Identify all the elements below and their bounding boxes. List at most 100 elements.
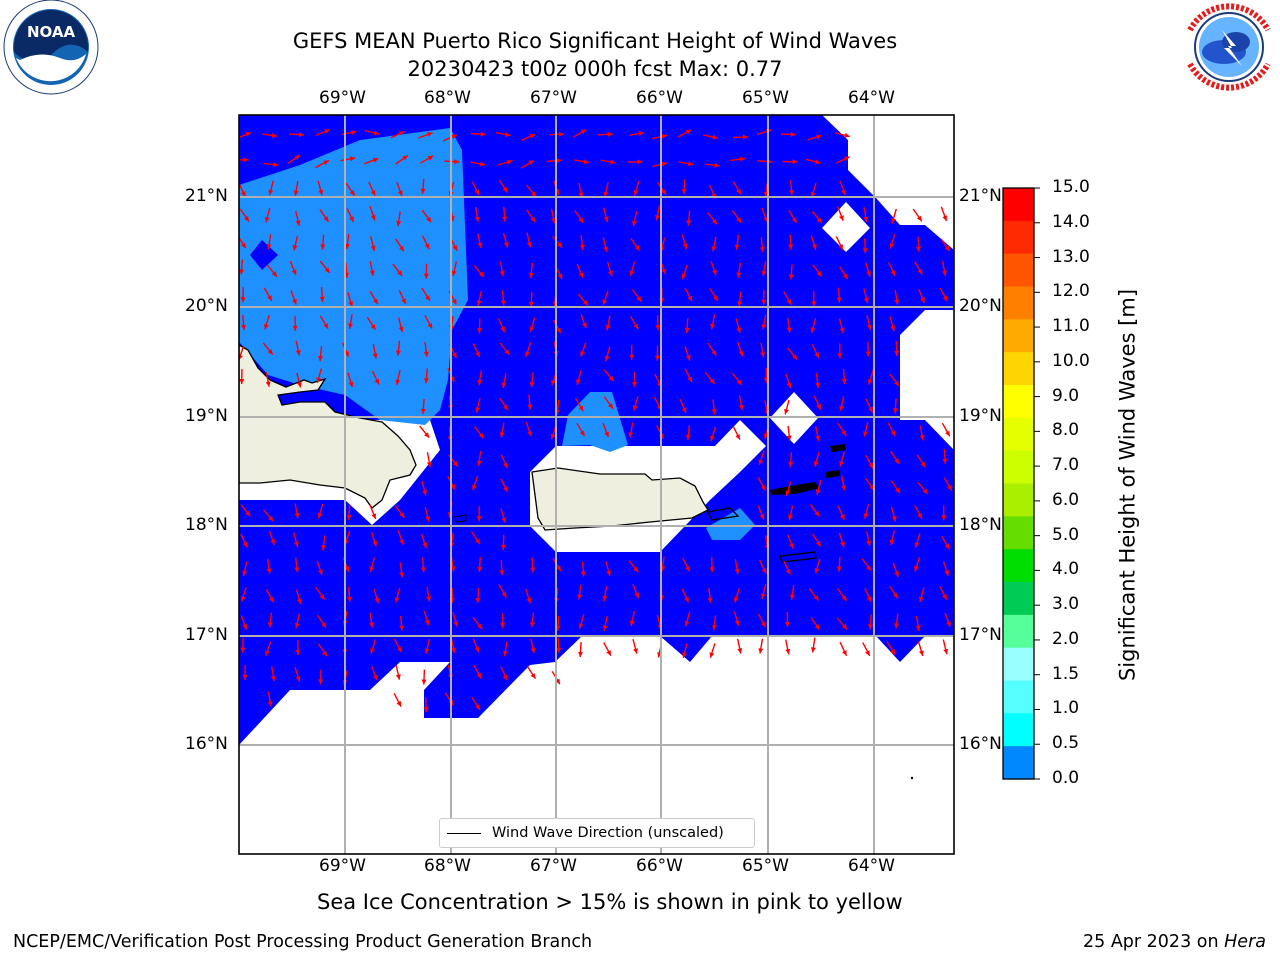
map-frame	[238, 114, 955, 855]
wave-direction-arrowhead	[687, 295, 692, 302]
wave-direction-arrowhead	[344, 351, 349, 357]
wave-direction-arrowhead	[323, 216, 329, 222]
wave-direction-arrowhead	[710, 323, 716, 330]
wave-direction-arrowhead	[398, 326, 404, 333]
wave-direction-arrowhead	[507, 159, 513, 165]
wave-direction-arrowhead	[735, 434, 740, 440]
wave-direction-arrowhead	[245, 132, 251, 137]
wave-direction-arrowhead	[480, 131, 486, 137]
wave-direction-arrowhead	[681, 407, 687, 413]
wave-direction-arrowhead	[241, 191, 246, 197]
wave-direction-arrowhead	[918, 596, 924, 602]
wave-direction-arrowhead	[890, 325, 896, 332]
wave-direction-arrowhead	[914, 542, 920, 548]
lon-label-top: 65°W	[742, 88, 789, 108]
wave-direction-arrowhead	[399, 625, 404, 631]
wave-direction-arrowhead	[787, 514, 793, 521]
wave-direction-arrowhead	[427, 132, 433, 137]
wave-direction-arrowhead	[346, 596, 352, 602]
wave-direction-arrowhead	[399, 512, 405, 518]
wave-direction-arrowhead	[320, 244, 326, 250]
wave-direction-arrowhead	[814, 624, 820, 630]
wave-direction-arrowhead	[915, 625, 921, 631]
wave-direction-arrowhead	[478, 271, 484, 277]
wave-direction-arrowhead	[318, 679, 324, 685]
wave-direction-arrowhead	[604, 355, 610, 362]
colorbar-tick-label: 4.0	[1052, 559, 1080, 580]
colorbar-tick-label: 0.5	[1052, 733, 1080, 754]
wave-direction-arrowhead	[685, 434, 691, 440]
wave-direction-arrowhead	[789, 189, 794, 196]
wave-direction-arrowhead	[742, 134, 749, 140]
lon-label-bottom: 69°W	[319, 856, 366, 876]
wave-direction-arrowhead	[891, 516, 897, 522]
wave-direction-arrowhead	[526, 597, 532, 604]
wave-direction-arrowhead	[682, 243, 688, 249]
wave-direction-arrowhead	[427, 323, 433, 329]
wave-direction-arrowhead	[550, 433, 556, 440]
wave-direction-arrowhead	[296, 598, 302, 604]
wave-direction-arrowhead	[712, 218, 718, 225]
wave-direction-arrowhead	[271, 271, 277, 277]
wave-direction-arrowhead	[865, 650, 870, 656]
wave-direction-arrowhead	[633, 190, 639, 196]
legend-label: Wind Wave Direction (unscaled)	[492, 825, 724, 841]
wave-direction-arrowhead	[891, 217, 896, 224]
wave-direction-arrowhead	[396, 646, 402, 653]
wave-direction-arrowhead	[369, 566, 375, 572]
wave-direction-arrowhead	[605, 325, 611, 331]
wave-direction-arrowhead	[684, 596, 689, 603]
colorbar-tick-label: 10.0	[1052, 350, 1090, 371]
wave-direction-arrowhead	[863, 297, 869, 304]
wave-direction-arrowhead	[760, 621, 766, 628]
wave-direction-arrowhead	[317, 512, 323, 519]
wave-direction-arrowhead	[475, 351, 480, 358]
wave-direction-arrowhead	[608, 375, 614, 382]
wave-direction-arrowhead	[295, 350, 301, 356]
wave-direction-arrowhead	[477, 623, 483, 630]
wave-direction-arrowhead	[370, 214, 376, 221]
wave-direction-arrowhead	[318, 356, 323, 362]
wave-direction-arrowhead	[291, 269, 297, 275]
lon-label-bottom: 67°W	[530, 856, 577, 876]
wave-direction-arrowhead	[528, 160, 534, 166]
wave-direction-arrowhead	[502, 187, 508, 193]
wave-direction-arrowhead	[890, 430, 896, 437]
wave-direction-arrowhead	[394, 597, 400, 603]
wave-direction-arrowhead	[373, 674, 378, 681]
wave-direction-arrowhead	[504, 349, 510, 355]
wave-direction-arrowhead	[759, 247, 765, 253]
wave-direction-arrowhead	[867, 624, 873, 630]
wave-direction-arrowhead	[815, 540, 821, 547]
wave-direction-arrowhead	[815, 382, 821, 388]
wave-direction-arrowhead	[318, 189, 324, 196]
wave-direction-arrowhead	[866, 540, 872, 546]
wave-direction-arrowhead	[789, 543, 794, 549]
wave-direction-arrowhead	[686, 220, 692, 226]
wave-direction-arrowhead	[582, 300, 588, 306]
wave-direction-arrowhead	[323, 323, 329, 329]
wave-direction-arrowhead	[321, 545, 326, 551]
wave-direction-arrowhead	[608, 270, 613, 277]
lat-label-right: 19°N	[959, 406, 1002, 426]
lon-label-bottom: 68°W	[424, 856, 471, 876]
wave-direction-arrowhead	[503, 486, 508, 492]
wave-direction-arrowhead	[943, 648, 949, 655]
wave-direction-arrowhead	[239, 269, 245, 275]
wave-direction-arrowhead	[788, 274, 794, 280]
wave-direction-arrowhead	[577, 594, 583, 600]
wave-direction-arrowhead	[293, 541, 299, 547]
colorbar-segment	[1003, 450, 1034, 485]
wave-direction-arrowhead	[295, 676, 301, 682]
wave-direction-arrowhead	[841, 189, 846, 196]
wave-direction-arrowhead	[712, 269, 717, 276]
wave-direction-arrowhead	[374, 598, 380, 604]
wave-height-field-mid	[239, 128, 468, 425]
wave-direction-arrowhead	[893, 408, 898, 414]
wave-direction-arrowhead	[241, 242, 246, 249]
wave-direction-arrowhead	[919, 650, 924, 656]
wave-direction-arrowhead	[398, 131, 405, 136]
wave-direction-arrowhead	[737, 648, 743, 654]
wave-direction-arrowhead	[758, 459, 764, 465]
wave-direction-arrowhead	[525, 351, 530, 357]
